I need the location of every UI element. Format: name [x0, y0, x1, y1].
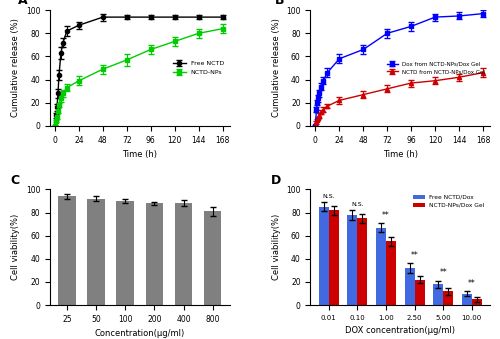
Y-axis label: Cell viability(%): Cell viability(%): [272, 214, 280, 280]
Bar: [414, 280, 424, 305]
Bar: [357, 218, 368, 305]
Bar: [328, 210, 338, 305]
Text: **: **: [410, 251, 418, 260]
Bar: [347, 215, 357, 305]
Y-axis label: Cell viability(%): Cell viability(%): [11, 214, 20, 280]
X-axis label: Time (h): Time (h): [382, 150, 418, 159]
Y-axis label: Cumulative release (%): Cumulative release (%): [11, 19, 20, 117]
Bar: [433, 284, 443, 305]
Y-axis label: Cumulative release (%): Cumulative release (%): [272, 19, 280, 117]
Bar: [88, 199, 105, 305]
Bar: [318, 207, 328, 305]
Bar: [204, 212, 222, 305]
X-axis label: Concentration(μg/ml): Concentration(μg/ml): [94, 330, 185, 338]
Text: B: B: [274, 0, 284, 7]
Legend: Free NCTD/Dox, NCTD-NPs/Dox Gel: Free NCTD/Dox, NCTD-NPs/Dox Gel: [411, 192, 487, 210]
Text: D: D: [271, 174, 281, 187]
Bar: [175, 203, 192, 305]
Bar: [443, 291, 453, 305]
Text: **: **: [382, 211, 390, 220]
Bar: [462, 294, 472, 305]
Bar: [116, 201, 134, 305]
Bar: [386, 241, 396, 305]
Text: **: **: [468, 279, 475, 288]
Text: N.S.: N.S.: [351, 202, 364, 207]
Legend: Dox from NCTD-NPs/Dox Gel, NCTD from NCTD-NPs/Dox Gel: Dox from NCTD-NPs/Dox Gel, NCTD from NCT…: [384, 59, 487, 77]
Text: C: C: [10, 174, 20, 187]
Text: **: **: [440, 268, 447, 277]
Bar: [472, 299, 482, 305]
Legend: Free NCTD, NCTD-NPs: Free NCTD, NCTD-NPs: [170, 59, 226, 77]
Bar: [146, 203, 163, 305]
X-axis label: Time (h): Time (h): [122, 150, 158, 159]
Text: A: A: [18, 0, 28, 7]
Bar: [376, 227, 386, 305]
Bar: [404, 268, 414, 305]
Bar: [58, 196, 76, 305]
Text: N.S.: N.S.: [322, 194, 335, 199]
X-axis label: DOX concentration(μg/ml): DOX concentration(μg/ml): [345, 326, 455, 335]
